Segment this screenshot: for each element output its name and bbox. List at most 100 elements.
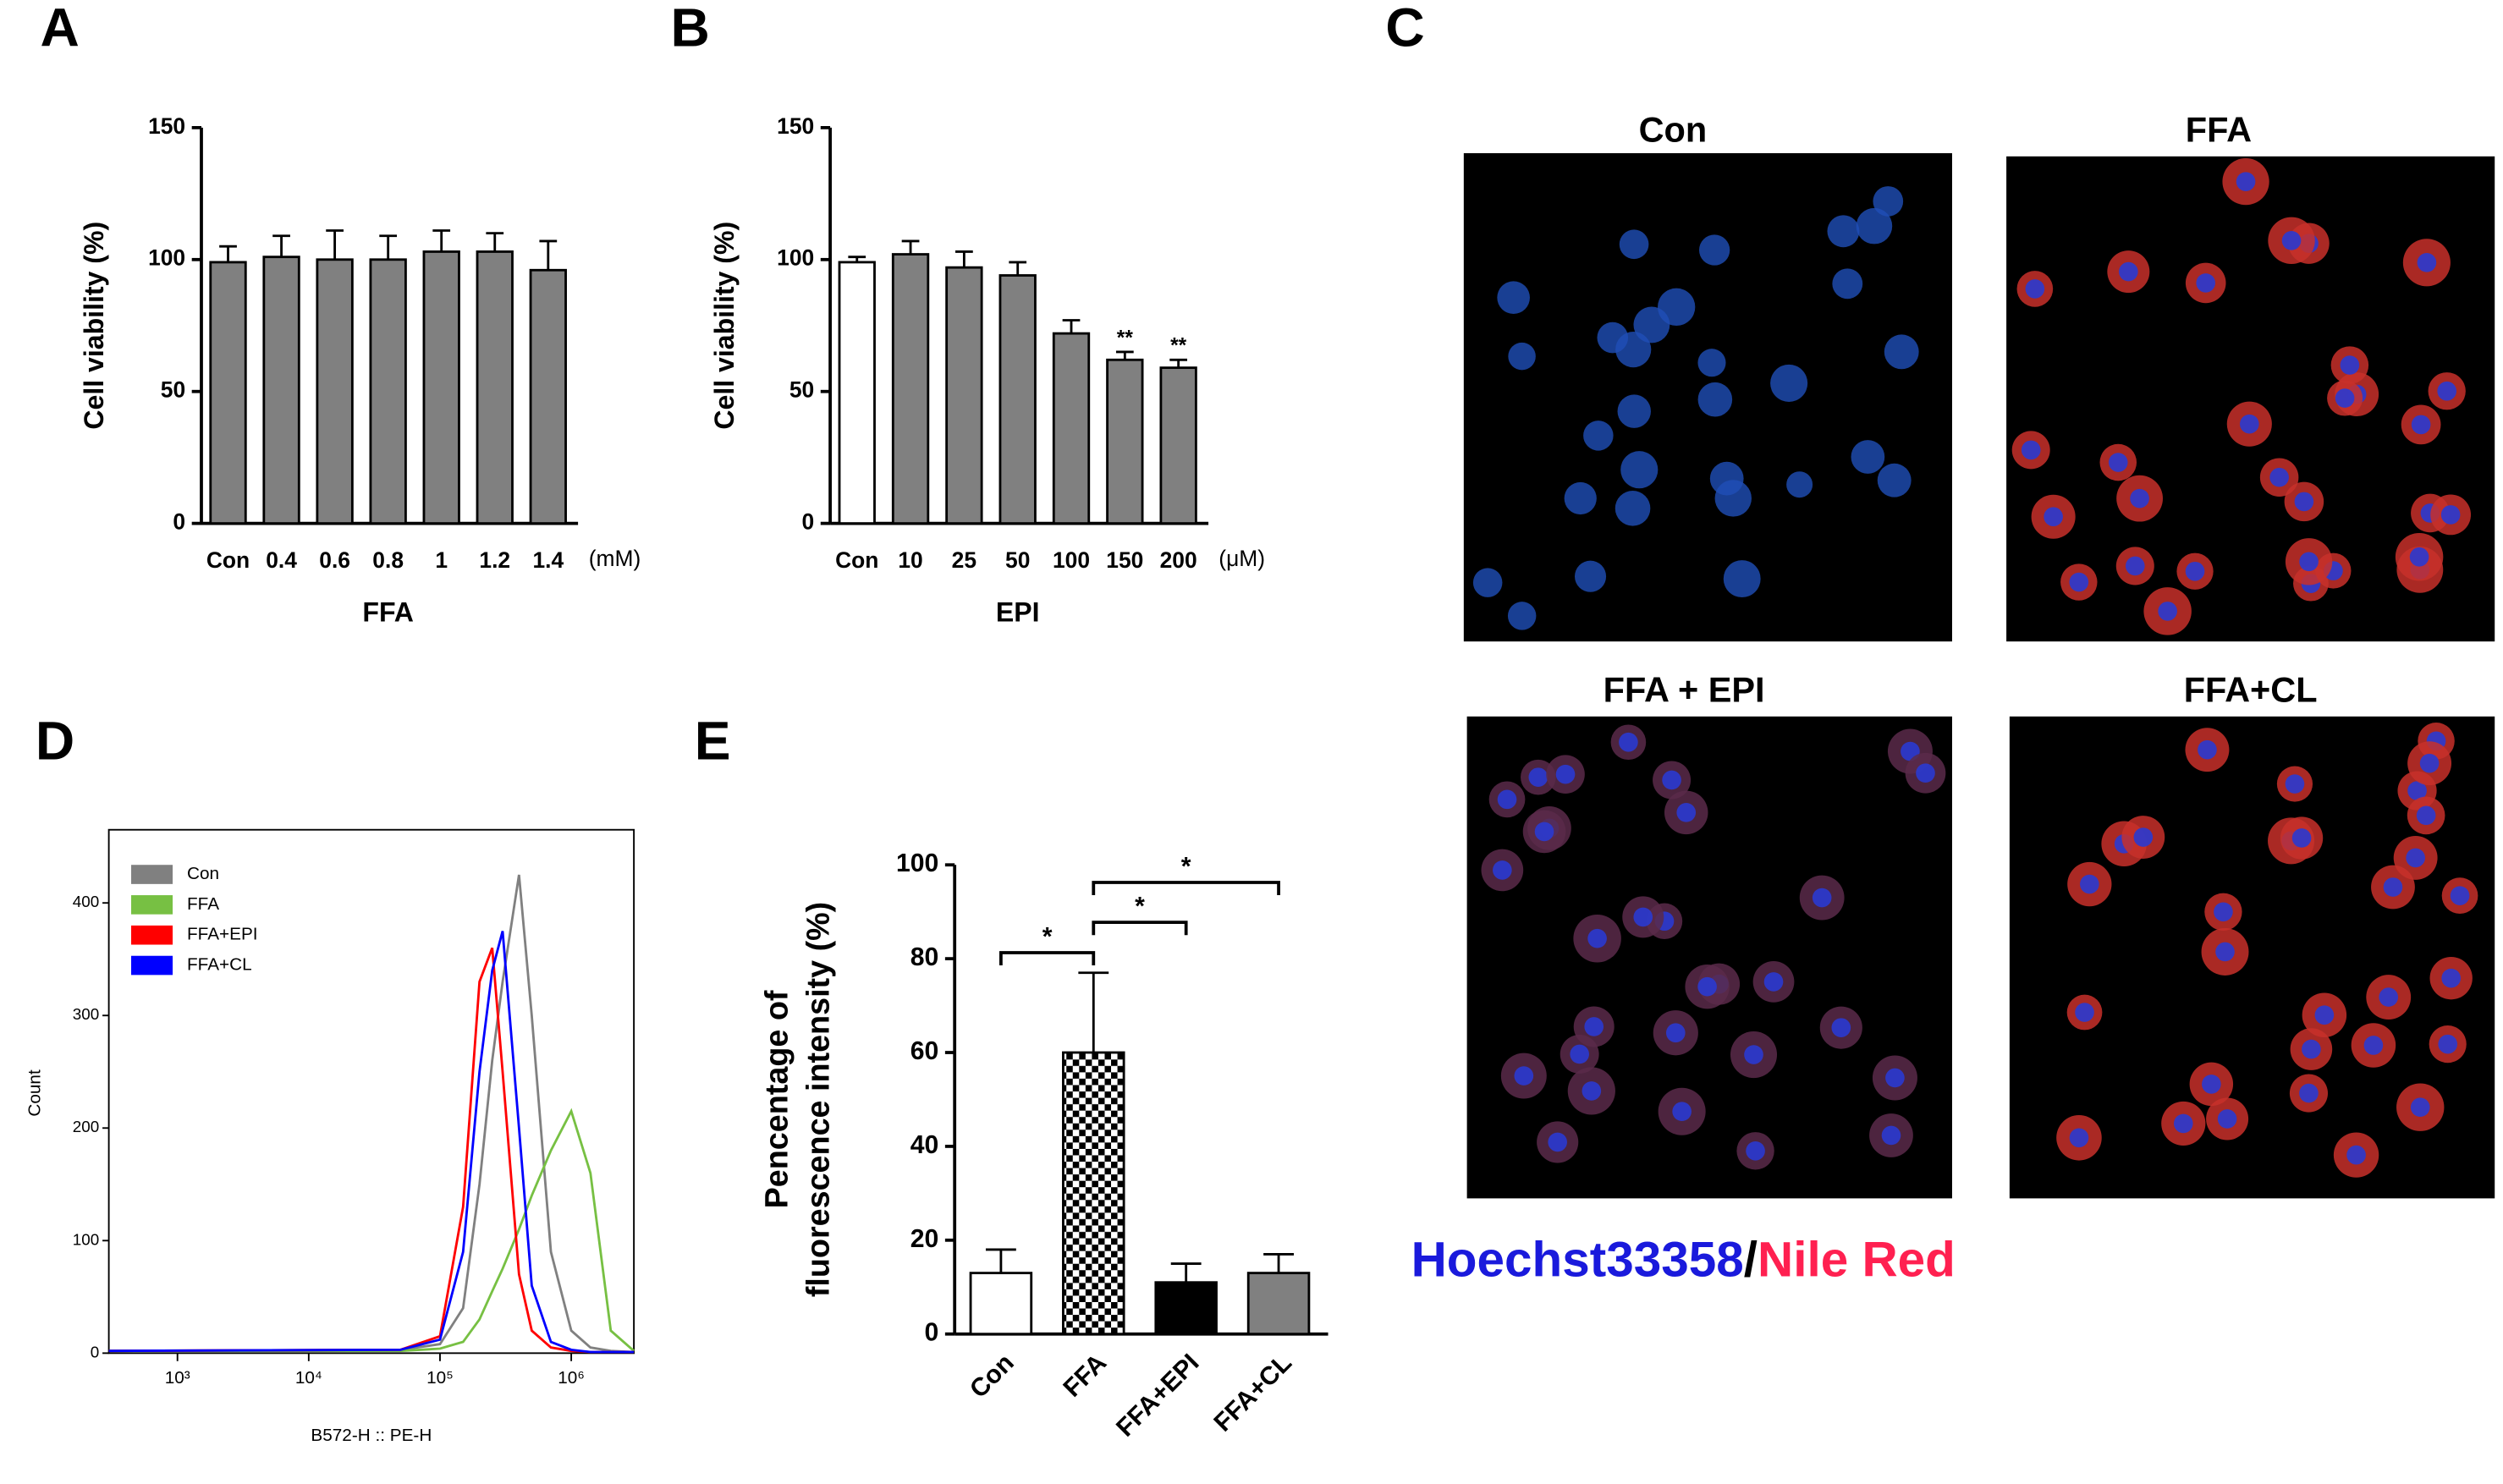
y-tick-label: 100 (73, 1230, 99, 1248)
error-bar (1062, 319, 1081, 334)
x-axis-label: FFA (362, 597, 414, 628)
micrographs (1463, 153, 2495, 1199)
x-tick-label: Con (965, 1349, 1020, 1404)
y-tick-label: 50 (789, 377, 814, 403)
nucleus (2383, 877, 2403, 897)
x-axis-label: EPI (996, 597, 1040, 628)
bar (529, 268, 567, 525)
error-bar (1169, 358, 1188, 368)
legend-label: FFA (187, 894, 219, 914)
comparison-bracket (999, 951, 1096, 966)
y-tick-label: 150 (777, 113, 814, 139)
cell (1697, 382, 1733, 417)
nucleus (2173, 1113, 2193, 1134)
comparison-bracket (1092, 881, 1280, 896)
panel-label: B (670, 0, 709, 58)
nucleus (2419, 753, 2440, 773)
nucleus (1744, 1045, 1763, 1064)
nucleus (1697, 976, 1717, 997)
y-tick-label: 150 (148, 113, 185, 139)
nucleus (2217, 1109, 2237, 1129)
x-tick-label: 0.6 (319, 547, 350, 573)
y-axis-label: Count (25, 1069, 44, 1117)
nucleus (2346, 1145, 2366, 1165)
cell (1615, 332, 1652, 368)
nucleus (2440, 505, 2461, 525)
cell (1617, 394, 1651, 428)
y-tick-label: 0 (802, 509, 815, 535)
legend-swatch (131, 955, 173, 976)
cell (1574, 560, 1607, 592)
cell (1827, 215, 1860, 248)
y-tick-label: 20 (910, 1225, 939, 1253)
x-tick-label: 10⁵ (426, 1368, 454, 1388)
nucleus (1746, 1140, 1765, 1161)
nucleus (2215, 942, 2235, 962)
nucleus (2119, 261, 2138, 282)
bar (1106, 358, 1144, 525)
bar (262, 256, 300, 525)
nucleus (2080, 874, 2099, 894)
nucleus (2240, 414, 2259, 434)
error-bar (219, 245, 237, 262)
nucleus (1584, 1017, 1604, 1036)
y-tick-label: 40 (910, 1131, 939, 1159)
nucleus (2407, 781, 2427, 800)
nucleus (1831, 1018, 1851, 1037)
legend-swatch (131, 865, 173, 884)
bar (476, 250, 514, 525)
panel-label: D (36, 711, 74, 772)
nucleus (2281, 231, 2302, 250)
x-tick-label: 0.4 (266, 547, 297, 573)
nucleus (1528, 767, 1549, 787)
y-axis-label: Pencentage of (759, 990, 795, 1208)
nucleus (1676, 803, 1697, 822)
nucleus (2133, 827, 2154, 847)
bar (1246, 1272, 1311, 1336)
cell (1851, 440, 1885, 474)
bar (209, 261, 247, 525)
nucleus (2158, 602, 2177, 621)
x-tick-label: Con (835, 547, 878, 573)
nucleus (2069, 572, 2089, 592)
nucleus (2185, 561, 2205, 581)
nucleus (2025, 279, 2045, 299)
x-tick-label: FFA+EPI (1111, 1349, 1204, 1442)
cell (1619, 229, 1649, 260)
histogram-line (108, 947, 635, 1354)
error-bar (1115, 350, 1134, 360)
error-bar (486, 232, 504, 252)
nucleus (2409, 547, 2429, 567)
cell (1615, 491, 1651, 526)
error-bar (539, 239, 558, 271)
nucleus (2069, 1128, 2089, 1148)
cell (1884, 334, 1919, 370)
significance: * (1135, 893, 1145, 921)
error-bar (326, 229, 344, 260)
nucleus (1916, 763, 1935, 783)
error-bar (1263, 1253, 1294, 1273)
y-tick-label: 100 (777, 245, 814, 271)
y-tick-label: 400 (73, 893, 99, 910)
x-tick-label: Con (206, 547, 250, 573)
nucleus (1812, 888, 1832, 908)
error-bar (432, 229, 451, 252)
x-tick-label: 10³ (165, 1368, 190, 1388)
y-tick-label: 50 (161, 377, 185, 403)
cell (1873, 186, 1904, 217)
bar (838, 261, 876, 525)
stain-red: Nile Red (1758, 1233, 1956, 1288)
bar (1052, 332, 1091, 525)
bar (969, 1272, 1033, 1336)
nucleus (2196, 273, 2216, 293)
nucleus (2269, 467, 2289, 487)
nucleus (2285, 774, 2305, 794)
nucleus (1619, 732, 1638, 752)
significance: ** (1170, 335, 1187, 358)
error-bar (272, 234, 290, 257)
error-bar (379, 234, 398, 260)
nucleus (1555, 764, 1576, 784)
nucleus (2202, 1075, 2221, 1094)
cell (1564, 481, 1597, 515)
